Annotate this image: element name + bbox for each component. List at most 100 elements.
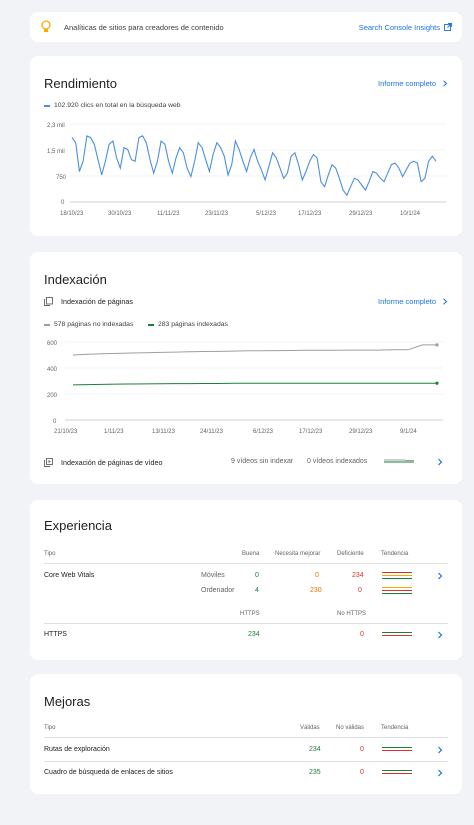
chevron-right-icon[interactable] (436, 746, 444, 754)
col-no-https: No HTTPS (337, 611, 367, 617)
indexing-report-link[interactable]: Informe completo (378, 297, 448, 306)
experience-title: Experiencia (44, 518, 112, 533)
legend-swatch (44, 104, 50, 107)
col-needs-improvement: Necesita mejorar (275, 551, 321, 557)
search-console-insights-link[interactable]: Search Console Insights (359, 23, 452, 32)
video-trend-sparkline (384, 459, 414, 463)
x-tick: 29/12/23 (349, 429, 373, 435)
https-label: HTTPS (44, 631, 67, 638)
y-tick: 0 (53, 419, 57, 425)
legend-swatch (148, 323, 154, 326)
divider (44, 737, 448, 738)
legend-label: 283 páginas indexadas (158, 321, 228, 328)
cwv-desktop-label: Ordenador (201, 587, 235, 594)
series-line (72, 382, 437, 386)
cwv-desktop-needs: 230 (310, 587, 322, 594)
https-row[interactable]: HTTPS 234 0 (30, 626, 462, 644)
y-tick: 0 (61, 200, 65, 206)
y-tick: 750 (56, 175, 67, 181)
x-tick: 13/11/23 (152, 429, 175, 435)
enhancement-label: Cuadro de búsqueda de enlaces de sitios (44, 769, 173, 776)
indexing-title: Indexación (44, 272, 107, 287)
col-good: Buena (242, 551, 260, 557)
sitelinks-searchbox-row[interactable]: Cuadro de búsqueda de enlaces de sitios … (30, 763, 462, 783)
legend-label: 578 páginas no indexadas (54, 321, 134, 328)
cwv-desktop-poor: 0 (358, 587, 362, 594)
x-tick: 23/11/23 (205, 211, 228, 217)
cwv-mobile-trend (382, 572, 412, 579)
performance-report-link[interactable]: Informe completo (378, 79, 448, 88)
y-tick: 200 (47, 393, 58, 399)
enhancement-trend (382, 770, 412, 774)
video-indexing-label: Indexación de páginas de vídeo (61, 458, 163, 467)
indexing-chart (65, 341, 443, 421)
enhancements-title: Mejoras (44, 694, 91, 709)
page-indexing-subtitle: Indexación de páginas (61, 297, 133, 306)
y-tick: 400 (47, 367, 58, 373)
x-tick: 5/12/23 (256, 211, 277, 217)
x-tick: 1/11/23 (104, 429, 124, 435)
x-tick: 10/1/24 (400, 211, 421, 217)
x-tick: 17/12/23 (299, 429, 323, 435)
breadcrumbs-row[interactable]: Rutas de exploración 234 0 (30, 740, 462, 760)
enhancement-invalid: 0 (360, 746, 364, 753)
x-tick: 24/11/23 (200, 429, 223, 435)
col-poor: Deficiente (337, 551, 364, 557)
x-tick: 11/11/23 (157, 211, 180, 217)
x-tick: 9/1/24 (400, 429, 417, 435)
col-invalid: No válidas (336, 725, 365, 731)
series-line (72, 344, 437, 356)
videos-not-indexed: 9 vídeos sin indexar (231, 458, 294, 465)
legend-swatch (44, 323, 50, 326)
col-https: HTTPS (240, 611, 260, 617)
cwv-mobile-poor: 234 (352, 572, 364, 579)
cwv-mobile-needs: 0 (315, 572, 319, 579)
banner-link-label: Search Console Insights (358, 22, 440, 32)
banner-text: Analíticas de sitios para creadores de c… (64, 22, 224, 32)
x-tick: 30/10/23 (108, 211, 132, 217)
col-type: Tipo (44, 551, 56, 557)
enhancement-invalid: 0 (360, 769, 364, 776)
y-tick: 2,3 mil (47, 123, 65, 129)
video-indexing-row[interactable]: Indexación de páginas de vídeo 9 vídeos … (30, 452, 462, 472)
divider (44, 623, 448, 624)
col-valid: Válidas (300, 725, 320, 731)
no-https-count: 0 (360, 631, 364, 638)
series-end-point (435, 381, 439, 385)
report-link-label: Informe completo (378, 297, 436, 306)
x-tick: 18/10/23 (60, 211, 84, 217)
performance-legend: 102.920 clics en total en la búsqueda we… (44, 102, 181, 109)
enhancement-label: Rutas de exploración (44, 746, 110, 753)
chevron-right-icon[interactable] (436, 631, 444, 639)
indexed-legend: 283 páginas indexadas (148, 321, 228, 328)
x-tick: 29/12/23 (349, 211, 373, 217)
performance-title: Rendimiento (44, 76, 117, 91)
y-tick: 600 (47, 341, 58, 347)
legend-label: 102.920 clics en total en la búsqueda we… (54, 102, 181, 109)
video-icon (44, 458, 53, 467)
series-line (71, 135, 437, 197)
not-indexed-legend: 578 páginas no indexadas (44, 321, 133, 328)
col-trend: Tendencia (381, 725, 409, 731)
x-tick: 21/10/23 (54, 429, 78, 435)
chevron-right-icon (443, 80, 448, 87)
cwv-desktop-trend (382, 587, 412, 594)
y-tick: 1,5 mil (47, 149, 65, 155)
https-trend (382, 632, 412, 636)
experience-card: Experiencia Tipo Buena Necesita mejorar … (30, 500, 462, 660)
col-type: Tipo (44, 725, 56, 731)
cwv-mobile-label: Móviles (201, 572, 225, 579)
chevron-right-icon[interactable] (436, 572, 444, 580)
core-web-vitals-row[interactable]: Core Web Vitals Móviles 0 0 234 Ordenado… (30, 566, 462, 598)
pages-icon (44, 297, 53, 306)
chevron-right-icon[interactable] (436, 458, 444, 466)
chevron-right-icon (443, 298, 448, 305)
enhancement-valid: 235 (309, 769, 321, 776)
videos-indexed: 0 vídeos indexados (307, 458, 368, 465)
chevron-right-icon[interactable] (436, 769, 444, 777)
x-tick: 6/12/23 (253, 429, 274, 435)
x-tick: 17/12/23 (298, 211, 322, 217)
open-external-icon (444, 23, 452, 31)
insights-banner: Analíticas de sitios para creadores de c… (30, 12, 462, 42)
col-trend: Tendencia (381, 551, 409, 557)
